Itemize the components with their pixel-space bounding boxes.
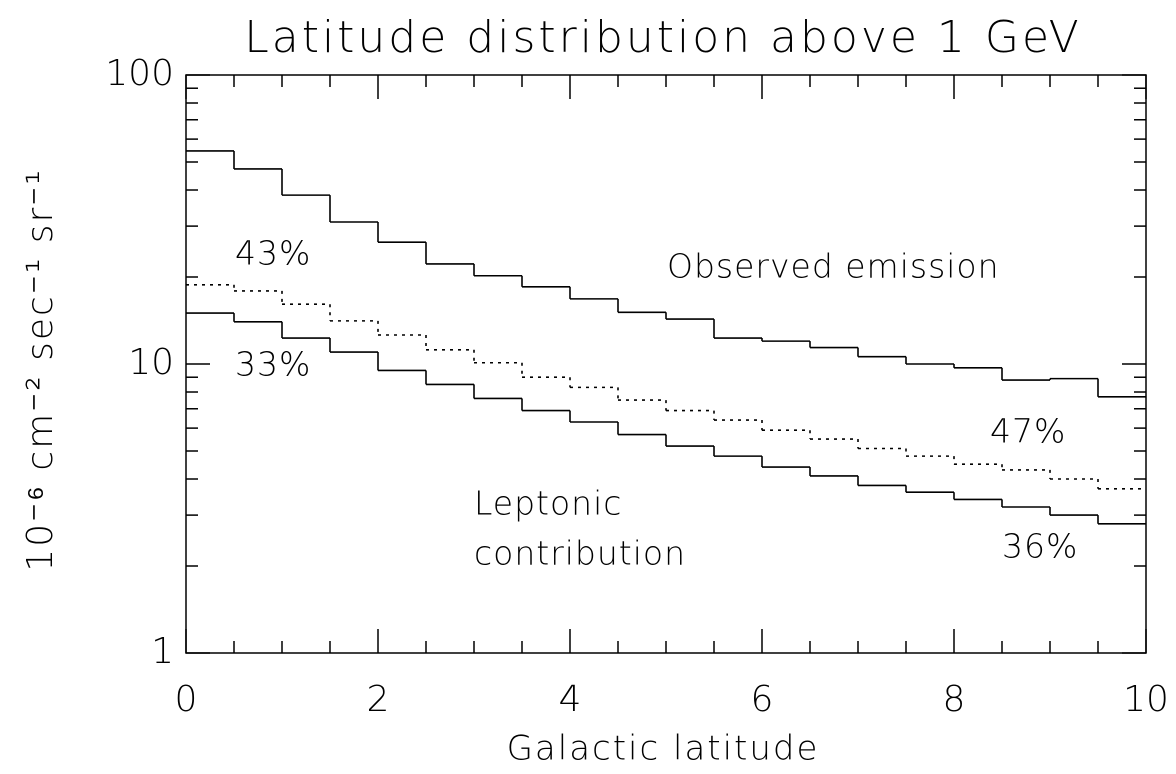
y-tick-label: 1 xyxy=(151,631,174,672)
annotation: 36% xyxy=(1002,527,1078,566)
x-tick-label: 4 xyxy=(559,679,582,720)
x-tick-label: 10 xyxy=(1123,679,1169,720)
annotation: 33% xyxy=(235,345,311,384)
annotation: 47% xyxy=(990,412,1066,451)
x-tick-label: 6 xyxy=(751,679,774,720)
annotation: Leptonic xyxy=(474,484,622,523)
y-tick-label: 10 xyxy=(128,342,174,383)
y-tick-label: 100 xyxy=(105,53,174,94)
x-tick-label: 8 xyxy=(943,679,966,720)
y-axis-label: 10⁻⁶ cm⁻² sec⁻¹ sr⁻¹ xyxy=(20,168,61,571)
annotation: contribution xyxy=(474,534,686,573)
x-tick-label: 2 xyxy=(367,679,390,720)
chart-title: Latitude distribution above 1 GeV xyxy=(244,12,1082,63)
annotation: Observed emission xyxy=(667,247,1000,286)
annotation: 43% xyxy=(235,234,311,273)
x-axis-label: Galactic latitude xyxy=(507,729,820,769)
x-tick-label: 0 xyxy=(175,679,198,720)
